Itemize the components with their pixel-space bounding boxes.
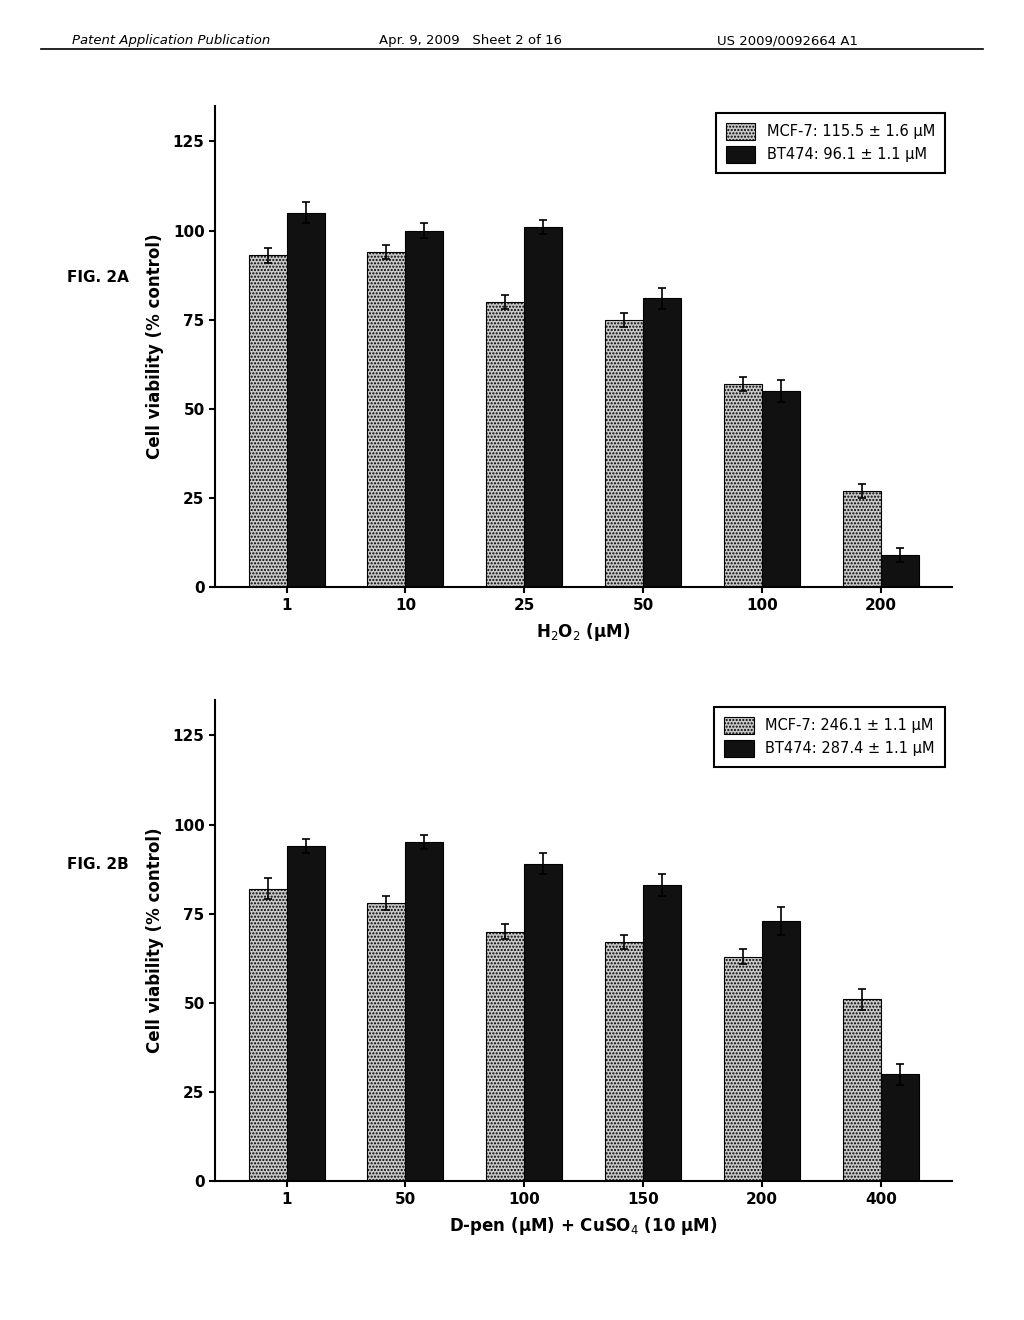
Bar <box>524 227 562 587</box>
X-axis label: H$_2$O$_2$ (μM): H$_2$O$_2$ (μM) <box>537 622 631 643</box>
Bar <box>643 298 681 587</box>
Bar <box>249 888 287 1181</box>
Bar <box>605 942 643 1181</box>
Bar <box>406 842 443 1181</box>
Legend: MCF-7: 246.1 ± 1.1 μM, BT474: 287.4 ± 1.1 μM: MCF-7: 246.1 ± 1.1 μM, BT474: 287.4 ± 1.… <box>715 708 945 767</box>
Text: Apr. 9, 2009   Sheet 2 of 16: Apr. 9, 2009 Sheet 2 of 16 <box>379 34 562 48</box>
X-axis label: D-pen (μM) + CuSO$_4$ (10 μM): D-pen (μM) + CuSO$_4$ (10 μM) <box>450 1216 718 1237</box>
Bar <box>486 932 524 1181</box>
Bar <box>724 957 762 1181</box>
Bar <box>406 231 443 587</box>
Bar <box>643 886 681 1181</box>
Bar <box>843 999 881 1181</box>
Bar <box>762 391 800 587</box>
Text: Patent Application Publication: Patent Application Publication <box>72 34 270 48</box>
Bar <box>724 384 762 587</box>
Bar <box>486 302 524 587</box>
Bar <box>762 921 800 1181</box>
Legend: MCF-7: 115.5 ± 1.6 μM, BT474: 96.1 ± 1.1 μM: MCF-7: 115.5 ± 1.6 μM, BT474: 96.1 ± 1.1… <box>716 114 945 173</box>
Bar <box>287 213 325 587</box>
Bar <box>881 556 919 587</box>
Bar <box>249 256 287 587</box>
Bar <box>881 1074 919 1181</box>
Bar <box>368 903 406 1181</box>
Bar <box>368 252 406 587</box>
Bar <box>843 491 881 587</box>
Bar <box>287 846 325 1181</box>
Y-axis label: Cell viability (% control): Cell viability (% control) <box>146 234 165 459</box>
Bar <box>605 319 643 587</box>
Bar <box>524 863 562 1181</box>
Text: US 2009/0092664 A1: US 2009/0092664 A1 <box>717 34 858 48</box>
Text: FIG. 2A: FIG. 2A <box>67 269 128 285</box>
Text: FIG. 2B: FIG. 2B <box>67 857 128 873</box>
Y-axis label: Cell viability (% control): Cell viability (% control) <box>146 828 165 1053</box>
